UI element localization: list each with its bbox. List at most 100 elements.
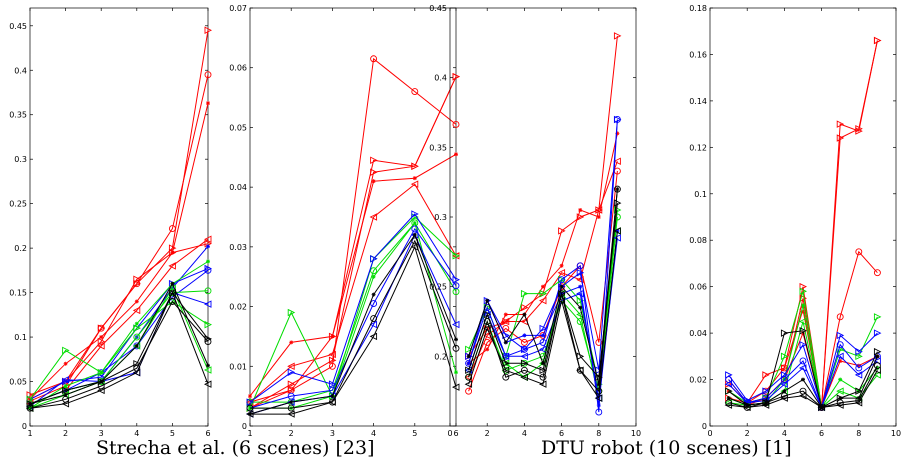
data-point xyxy=(330,394,335,399)
data-point xyxy=(538,296,547,305)
x-tick-label: 2 xyxy=(63,429,68,438)
y-tick-label: 0.03 xyxy=(229,243,247,252)
y-tick-label: 0 xyxy=(242,422,247,431)
data-point xyxy=(726,396,731,401)
data-point xyxy=(454,337,458,342)
data-point xyxy=(539,366,548,374)
data-point xyxy=(838,358,843,363)
data-point xyxy=(203,235,212,243)
x-tick-label: 8 xyxy=(596,429,601,438)
x-tick-label: 10 xyxy=(891,429,901,438)
data-point xyxy=(328,398,336,406)
data-point xyxy=(520,359,529,368)
series-path xyxy=(29,261,209,409)
data-point xyxy=(203,380,212,388)
y-tick-label: 0.02 xyxy=(689,376,707,385)
data-point xyxy=(613,199,622,207)
data-point xyxy=(454,152,458,157)
y-tick-label: 0.3 xyxy=(434,213,447,222)
data-point xyxy=(873,269,881,277)
data-point xyxy=(576,289,584,298)
data-point xyxy=(370,255,378,263)
y-tick-label: 0.14 xyxy=(689,97,707,106)
chart-panel-2: 0 0.01 0.02 0.03 0.04 0.05 0.06 0.07 1 2 3 4 5 6 xyxy=(229,4,461,438)
data-point xyxy=(559,284,564,289)
data-point xyxy=(578,208,583,213)
data-point xyxy=(483,310,492,319)
data-point xyxy=(855,364,863,372)
x-tick-label: 8 xyxy=(856,429,861,438)
series-path xyxy=(728,40,878,408)
data-point xyxy=(97,368,106,377)
x-tick-label: 2 xyxy=(745,429,750,438)
series-path xyxy=(249,183,457,403)
y-tick-label: 0.2 xyxy=(434,352,447,361)
data-point xyxy=(370,156,378,164)
data-point xyxy=(411,237,419,245)
data-point xyxy=(371,179,376,184)
y-tick-label: 0 xyxy=(22,422,27,431)
y-tick-label: 0.25 xyxy=(429,283,447,292)
y-tick-label: 0.4 xyxy=(14,66,27,75)
data-point xyxy=(780,329,789,337)
data-point xyxy=(204,26,213,34)
y-tick-label: 0.04 xyxy=(229,183,247,192)
data-point xyxy=(287,404,295,412)
series-path xyxy=(728,343,878,409)
data-point xyxy=(798,364,807,372)
series-path xyxy=(468,203,618,379)
data-point xyxy=(873,371,881,379)
series-path xyxy=(249,153,457,397)
series-line-17 xyxy=(25,288,212,412)
series-line-15 xyxy=(464,227,621,402)
data-point xyxy=(133,275,141,283)
data-point xyxy=(289,340,294,345)
data-point xyxy=(873,366,881,374)
series-line-12 xyxy=(466,187,620,387)
data-point xyxy=(724,401,733,409)
data-point xyxy=(452,344,460,352)
caption-dtu: DTU robot (10 scenes) [1] xyxy=(541,437,792,459)
data-point xyxy=(134,321,139,326)
series-path xyxy=(249,233,457,415)
data-point xyxy=(743,403,751,412)
data-point xyxy=(287,380,296,388)
data-point xyxy=(411,88,419,96)
y-tick-label: 0.06 xyxy=(689,283,707,292)
series-path xyxy=(249,227,457,409)
data-point xyxy=(452,282,460,290)
data-point xyxy=(855,347,863,356)
y-tick-label: 0.05 xyxy=(229,123,247,132)
data-point xyxy=(451,320,460,329)
data-point xyxy=(520,366,528,374)
series-path xyxy=(29,245,209,405)
data-point xyxy=(762,371,770,379)
data-point xyxy=(63,392,68,397)
y-tick-label: 0.02 xyxy=(229,303,247,312)
data-point xyxy=(856,396,861,401)
data-point xyxy=(576,296,585,305)
data-point xyxy=(369,213,378,221)
x-tick-label: 3 xyxy=(99,429,104,438)
data-point xyxy=(762,387,770,395)
data-point xyxy=(875,365,880,370)
data-point xyxy=(452,252,461,260)
data-point xyxy=(369,332,378,341)
x-tick-label: 2 xyxy=(485,429,490,438)
data-point xyxy=(203,300,212,308)
series-path xyxy=(29,291,209,405)
y-tick-label: 0.35 xyxy=(429,143,447,152)
data-point xyxy=(613,32,622,40)
data-point xyxy=(613,157,621,165)
data-point xyxy=(132,368,141,377)
series-path xyxy=(728,355,878,409)
y-tick-label: 0.16 xyxy=(689,50,707,59)
y-tick-label: 0.4 xyxy=(434,74,447,83)
data-point xyxy=(466,354,471,359)
data-point xyxy=(204,266,212,274)
data-point xyxy=(501,317,510,326)
series-path xyxy=(249,57,457,403)
data-point xyxy=(501,366,510,374)
data-point xyxy=(371,274,376,279)
series-path xyxy=(29,300,209,409)
